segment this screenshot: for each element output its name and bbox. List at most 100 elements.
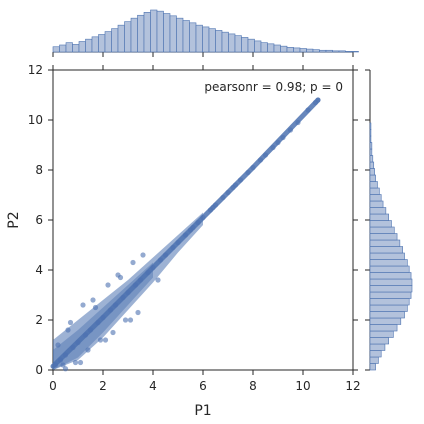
- right-hist-bar: [369, 317, 402, 325]
- top-hist-bar: [156, 10, 164, 53]
- top-hist-bar: [247, 38, 255, 53]
- scatter-point: [257, 157, 264, 163]
- y-axis-label: P2: [6, 211, 22, 228]
- scatter-point: [130, 259, 136, 266]
- y-tick-label: 4: [35, 263, 43, 277]
- right-hist-bar: [369, 337, 389, 345]
- scatter-point: [55, 342, 61, 348]
- scatter-point: [195, 219, 201, 226]
- right-hist-bars: [369, 122, 413, 371]
- scatter-point: [132, 282, 139, 288]
- right-hist-bar: [369, 187, 380, 195]
- scatter-point: [157, 257, 164, 263]
- scatter-point: [312, 99, 319, 106]
- scatter-point: [162, 252, 169, 258]
- right-hist-bar: [369, 343, 386, 351]
- right-hist-bar: [369, 233, 398, 241]
- top-hist-bar: [202, 26, 210, 53]
- scatter-point: [92, 304, 99, 311]
- y-tick-label: 12: [28, 63, 43, 77]
- right-hist-bar: [369, 155, 374, 163]
- x-tick-label: 4: [149, 379, 157, 393]
- x-tick-label: 0: [49, 379, 57, 393]
- right-hist-bar: [369, 252, 405, 260]
- top-hist-bar: [65, 42, 73, 53]
- scatter-point: [95, 319, 101, 326]
- top-hist-bar: [351, 51, 359, 53]
- right-hist-bar: [369, 324, 398, 332]
- top-hist-bar: [150, 9, 158, 53]
- scatter-point: [70, 344, 76, 351]
- right-hist-bar: [369, 194, 382, 202]
- top-hist-bar: [267, 43, 275, 53]
- right-hist-bar: [369, 142, 373, 150]
- y-tick-label: 0: [35, 363, 43, 377]
- scatter-point: [77, 359, 84, 366]
- scatter-point: [275, 139, 281, 146]
- scatter-point: [62, 352, 69, 358]
- scatter-point: [230, 184, 236, 191]
- right-hist-bar: [369, 220, 392, 228]
- scatter-point: [110, 329, 116, 336]
- top-hist-bar: [111, 28, 119, 53]
- scatter-point: [245, 169, 251, 176]
- scatter-point: [62, 366, 69, 372]
- right-hist-bar: [369, 330, 394, 338]
- scatter-point: [80, 302, 86, 308]
- top-hist-bar: [163, 13, 171, 53]
- top-hist-bar: [124, 21, 132, 53]
- top-hist-bar: [312, 49, 320, 53]
- scatter-point: [52, 362, 59, 368]
- scatter-point: [287, 127, 294, 133]
- scatter-point: [305, 107, 311, 113]
- top-marginal-histogram: [52, 9, 359, 57]
- y-tick-label: 8: [35, 163, 43, 177]
- right-hist-bar: [369, 363, 376, 371]
- scatter-point: [65, 327, 71, 333]
- right-hist-bar: [369, 181, 378, 189]
- right-hist-ticks: [365, 69, 370, 371]
- scatter-point: [225, 189, 231, 196]
- top-hist-bar: [208, 28, 216, 53]
- scatter-point: [125, 289, 131, 296]
- top-hist-bar: [143, 12, 151, 53]
- top-hist-bar: [234, 35, 242, 53]
- scatter-point: [280, 134, 286, 141]
- scatter-point: [150, 264, 156, 271]
- scatter-point: [182, 232, 189, 238]
- scatter-point: [100, 314, 106, 321]
- scatter-point: [155, 277, 161, 283]
- y-tick-label: 2: [35, 313, 43, 327]
- right-hist-bar: [369, 122, 372, 130]
- scatter-point: [102, 337, 109, 343]
- top-hist-bar: [254, 40, 262, 53]
- main-scatter-axes: 0 2 4 6 8 10 12 0 2 4 6 8 10 12 pearsonr = 0.98; p =…: [28, 63, 361, 393]
- right-hist-bar: [369, 207, 387, 215]
- scatter-point: [85, 347, 91, 353]
- scatter-point: [175, 239, 181, 246]
- scatter-point: [117, 274, 124, 281]
- scatter-point: [190, 224, 196, 231]
- scatter-point: [60, 362, 66, 368]
- scatter-point: [140, 252, 146, 258]
- scatter-point: [75, 339, 81, 346]
- right-hist-bar: [369, 226, 395, 234]
- top-hist-bar: [189, 22, 197, 53]
- top-hist-bar: [280, 45, 288, 53]
- scatter-point: [270, 144, 276, 151]
- scatter-point: [107, 307, 114, 313]
- top-hist-bar: [78, 41, 86, 53]
- top-hist-bars: [52, 9, 359, 53]
- x-tick-label: 12: [345, 379, 360, 393]
- right-hist-bar: [369, 246, 403, 254]
- scatter-points: [52, 97, 321, 372]
- right-hist-bar: [369, 259, 408, 267]
- scatter-point: [82, 332, 89, 338]
- right-hist-bar: [369, 311, 405, 319]
- x-axis-label: P1: [194, 403, 211, 419]
- scatter-point: [105, 282, 111, 288]
- right-hist-bar: [369, 200, 384, 208]
- top-hist-bar: [169, 15, 177, 53]
- right-hist-bar: [369, 129, 372, 137]
